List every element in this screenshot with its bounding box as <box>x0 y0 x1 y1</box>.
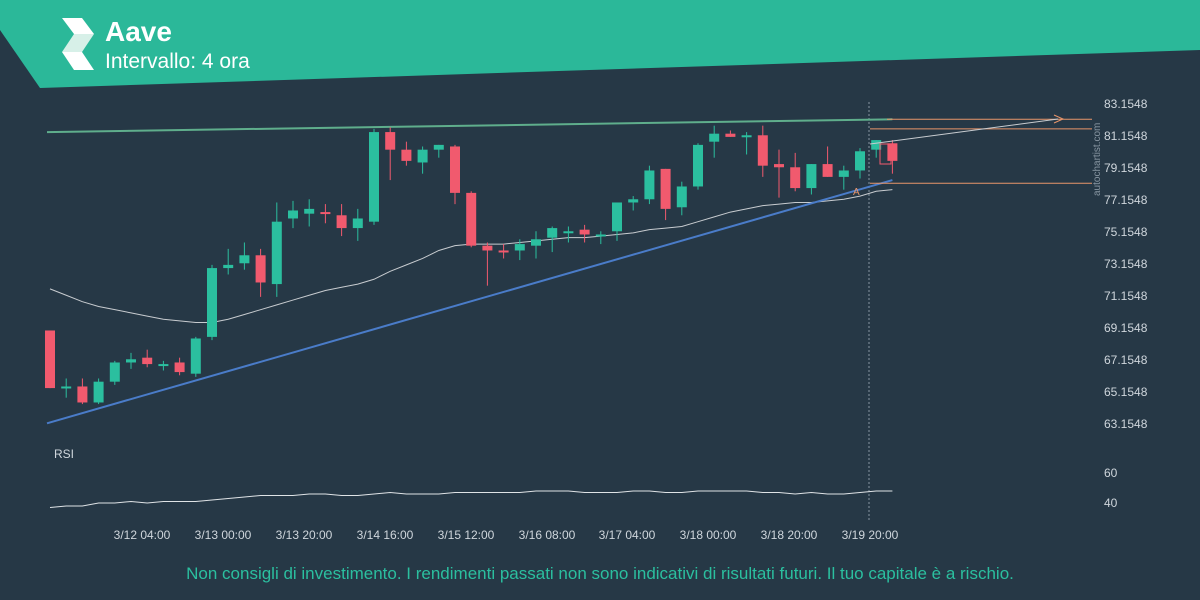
candle-body <box>109 362 120 382</box>
y-tick-label: 71.1548 <box>1104 289 1148 303</box>
y-tick-label: 77.1548 <box>1104 193 1148 207</box>
y-tick-label: 75.1548 <box>1104 225 1148 239</box>
x-tick-label: 3/18 20:00 <box>761 528 818 542</box>
candle-body <box>579 229 590 235</box>
header-banner: Aave Intervallo: 4 ora <box>0 0 1200 90</box>
candle-body <box>126 359 136 363</box>
x-tick-label: 3/13 00:00 <box>195 528 252 542</box>
trendlines <box>46 118 893 425</box>
rsi-tick-label: 60 <box>1104 466 1118 480</box>
candle-body <box>223 264 234 269</box>
forecast-label: A <box>853 187 860 198</box>
candle-body <box>628 199 639 203</box>
candle-body <box>207 268 217 337</box>
y-tick-label: 65.1548 <box>1104 385 1148 399</box>
disclaimer: Non consigli di investimento. I rendimen… <box>186 564 1014 583</box>
candle-body <box>320 212 331 215</box>
x-tick-label: 3/14 16:00 <box>357 528 414 542</box>
candle-body <box>482 245 493 251</box>
candle-body <box>709 133 720 142</box>
page-title: Aave <box>105 16 172 47</box>
candle-body <box>725 133 736 137</box>
resistance-line <box>46 118 893 134</box>
candle-body <box>466 192 477 246</box>
y-tick-label: 63.1548 <box>1104 417 1148 431</box>
candle-body <box>741 135 752 138</box>
rsi-line <box>49 490 893 508</box>
candle-body <box>352 218 363 229</box>
candle-body <box>774 164 784 168</box>
price-chart: 83.1548 81.1548 79.1548 77.1548 75.1548 73.15… <box>45 97 1148 542</box>
x-tick-label: 3/16 08:00 <box>519 528 576 542</box>
candle-body <box>514 244 525 251</box>
candle-body <box>498 250 509 253</box>
x-tick-label: 3/18 00:00 <box>680 528 737 542</box>
candle-body <box>433 144 444 150</box>
y-tick-label: 67.1548 <box>1104 353 1148 367</box>
autochartist-logo-icon <box>62 18 94 70</box>
x-tick-label: 3/12 04:00 <box>114 528 171 542</box>
candle-body <box>288 210 298 219</box>
y-axis: 83.1548 81.1548 79.1548 77.1548 75.1548 73.15… <box>1104 97 1148 431</box>
candle-body <box>77 386 88 403</box>
candle-body <box>93 381 104 403</box>
y-tick-label: 81.1548 <box>1104 129 1148 143</box>
candle-body <box>190 338 201 374</box>
interval-subtitle: Intervallo: 4 ora <box>105 50 250 73</box>
candle-body <box>61 386 72 389</box>
candle-body <box>336 215 347 229</box>
candle-body <box>547 228 558 238</box>
x-tick-label: 3/13 20:00 <box>276 528 333 542</box>
x-tick-label: 3/17 04:00 <box>599 528 656 542</box>
candle-body <box>45 330 55 389</box>
candle-body <box>855 151 865 171</box>
candle-body <box>304 208 315 214</box>
candle-body <box>871 140 882 150</box>
forecast: A <box>853 114 1092 198</box>
candle-body <box>255 255 266 283</box>
x-tick-label: 3/19 20:00 <box>842 528 899 542</box>
y-tick-label: 69.1548 <box>1104 321 1148 335</box>
candle-body <box>822 164 833 177</box>
candle-body <box>595 234 606 237</box>
y-tick-label: 73.1548 <box>1104 257 1148 271</box>
candle-body <box>612 202 622 232</box>
rsi-panel: 60 40 <box>49 466 1118 510</box>
y-tick-label: 79.1548 <box>1104 161 1148 175</box>
candle-body <box>271 221 282 285</box>
candle-body <box>838 170 849 177</box>
candle-body <box>142 357 153 365</box>
rsi-label: RSI <box>54 447 74 461</box>
candle-body <box>158 364 169 367</box>
candle-body <box>369 132 379 222</box>
candle-body <box>676 186 687 208</box>
candle-body <box>757 135 768 166</box>
candles <box>45 125 898 405</box>
forecast-candle <box>879 143 892 165</box>
forecast-arrow-icon <box>1053 114 1065 124</box>
support-line <box>46 179 893 425</box>
candle-body <box>239 255 250 264</box>
candle-body <box>174 362 185 373</box>
candle-body <box>401 149 412 161</box>
candle-body <box>887 143 898 161</box>
candle-body <box>693 144 703 187</box>
candle-body <box>385 132 396 150</box>
x-axis: 3/12 04:00 3/13 00:00 3/13 20:00 3/14 16:00… <box>114 102 899 542</box>
y-tick-label: 83.1548 <box>1104 97 1148 111</box>
candle-body <box>531 239 541 246</box>
watermark: autochartist.com <box>1092 123 1103 196</box>
candle-body <box>644 170 655 200</box>
candle-body <box>660 168 671 209</box>
rsi-tick-label: 40 <box>1104 496 1118 510</box>
candle-body <box>806 164 817 189</box>
forecast-projection-line <box>869 118 1059 145</box>
candle-body <box>790 167 801 189</box>
candle-body <box>563 231 574 234</box>
x-tick-label: 3/15 12:00 <box>438 528 495 542</box>
candle-body <box>450 146 460 193</box>
banner-background <box>0 0 1200 88</box>
candle-body <box>417 149 428 163</box>
